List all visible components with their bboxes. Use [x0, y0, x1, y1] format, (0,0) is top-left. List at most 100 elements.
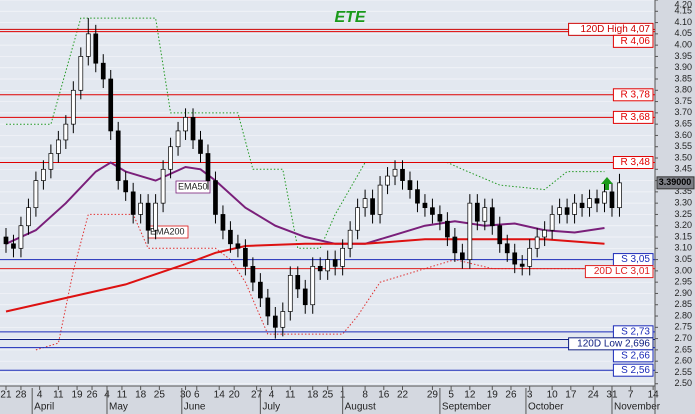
x-tick-label: 11	[117, 390, 128, 401]
candle-body	[512, 252, 518, 265]
y-tick-label: 2.80	[674, 310, 692, 320]
candle-body	[115, 130, 121, 181]
candle-body	[108, 78, 114, 132]
y-tick-label: 3.10	[674, 243, 692, 253]
y-tick-label: 3.80	[674, 85, 692, 95]
x-tick-label: 14	[214, 390, 226, 401]
x-tick-label: 25	[322, 390, 334, 401]
y-tick-label: 2.65	[674, 344, 692, 354]
month-label: August	[345, 402, 376, 413]
x-tick-label: 11	[53, 390, 64, 401]
candle-body	[11, 243, 16, 249]
y-axis-background	[655, 0, 695, 414]
candle-body	[489, 207, 495, 227]
candle-body	[130, 191, 136, 215]
level-label: R 3,48	[621, 157, 651, 168]
x-tick-label: 5	[448, 390, 454, 401]
candle-body	[474, 202, 480, 222]
x-tick-label: 24	[588, 390, 600, 401]
moving-average	[5, 161, 605, 245]
envelope-line	[6, 17, 605, 249]
candle-body	[265, 297, 271, 317]
level-label: S 2,66	[621, 350, 650, 361]
candle-body	[407, 180, 413, 190]
candle-body	[602, 191, 607, 204]
y-tick-label: 3.75	[674, 96, 692, 106]
month-label: June	[184, 402, 206, 413]
x-axis-background	[0, 386, 655, 414]
candle-body	[175, 130, 181, 148]
candle-body	[138, 202, 144, 215]
candle-body	[564, 207, 570, 215]
candle-body	[437, 214, 443, 222]
level-label-box	[612, 88, 654, 102]
candle-body	[385, 175, 390, 186]
candle-body	[78, 56, 84, 91]
candle-body	[587, 198, 592, 209]
candle-body	[287, 275, 293, 312]
y-tick-label: 3.55	[674, 141, 692, 151]
candle-body	[205, 153, 211, 181]
x-tick-label: 25	[154, 390, 166, 401]
candle-body	[3, 236, 9, 245]
level-label: S 2,73	[621, 326, 650, 337]
candle-body	[534, 236, 540, 249]
envelope-line	[35, 213, 605, 351]
candle-body	[18, 225, 24, 249]
moving-average	[5, 238, 605, 313]
candle-body	[594, 198, 600, 204]
y-tick-label: 3.50	[674, 152, 692, 162]
candle-body	[183, 117, 188, 132]
candle-body	[415, 189, 420, 204]
level-label: 20D LC 3,01	[594, 266, 651, 277]
last-price-label: 3.39000	[659, 177, 692, 187]
x-tick-label: 8	[362, 390, 368, 401]
candle-body	[258, 281, 263, 299]
candle-body	[295, 275, 301, 290]
candle-body	[549, 214, 555, 231]
candle-body	[392, 168, 398, 177]
candle-body	[228, 229, 233, 245]
level-label: R 4,06	[621, 36, 651, 47]
candle-body	[609, 191, 615, 209]
x-tick-label: 7	[628, 390, 634, 401]
x-tick-label: 27	[251, 390, 263, 401]
candle-body	[280, 311, 286, 328]
level-label-box	[612, 363, 654, 377]
y-tick-label: 2.95	[674, 277, 692, 287]
line-label-box	[175, 180, 211, 194]
candle-body	[48, 153, 54, 170]
candle-body	[220, 214, 226, 231]
candle-body	[93, 33, 99, 64]
x-tick-label: 28	[15, 390, 27, 401]
candle-body	[250, 266, 256, 283]
x-tick-label: 18	[135, 390, 147, 401]
month-label: May	[109, 402, 128, 413]
month-label: April	[34, 402, 54, 413]
level-label: S 3,05	[621, 254, 650, 265]
y-tick-label: 3.70	[674, 107, 692, 117]
candle-body	[70, 89, 76, 125]
candle-body	[542, 229, 547, 238]
y-tick-label: 4.10	[674, 17, 692, 27]
x-tick-label: 26	[86, 390, 98, 401]
x-tick-label: 20	[229, 390, 241, 401]
y-tick-label: 3.05	[674, 254, 692, 264]
x-tick-label: 22	[397, 390, 409, 401]
candle-body	[497, 225, 503, 245]
candle-body	[430, 207, 435, 215]
y-tick-label: 2.75	[674, 322, 692, 332]
candle-body	[235, 243, 241, 249]
candle-body	[340, 247, 345, 267]
candle-body	[400, 168, 405, 181]
candle-body	[519, 263, 525, 267]
y-tick-label: 3.95	[674, 51, 692, 61]
level-label: R 3,68	[621, 112, 651, 123]
month-label: July	[262, 402, 280, 413]
level-label-box	[612, 110, 654, 124]
candle-body	[213, 180, 218, 215]
level-label-box	[568, 337, 654, 351]
x-tick-label: 26	[505, 390, 517, 401]
y-tick-label: 3.65	[674, 119, 692, 129]
